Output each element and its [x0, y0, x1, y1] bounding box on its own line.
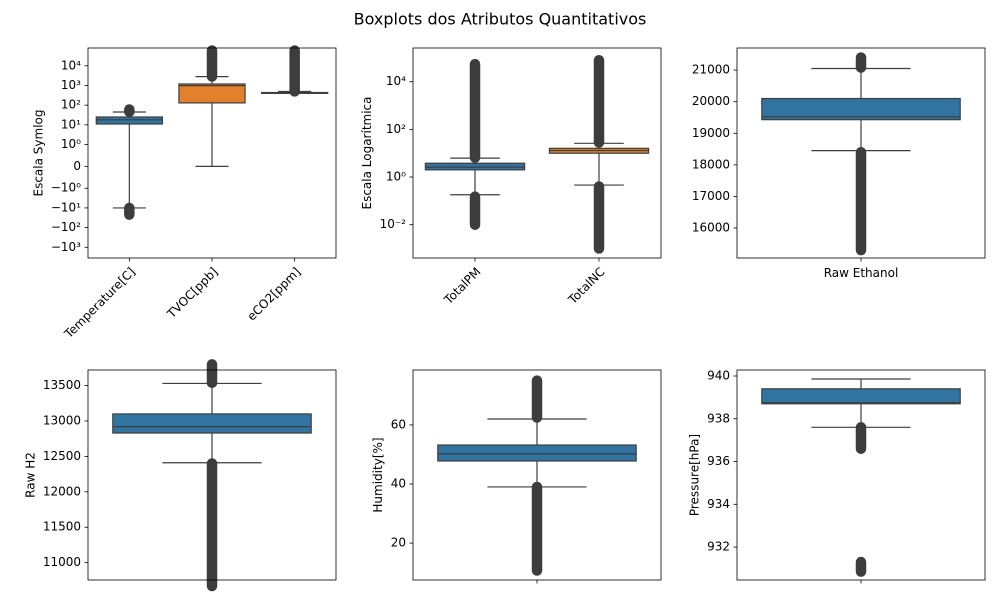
y-tick-label: 10¹ — [61, 117, 81, 131]
axes-frame — [412, 369, 662, 581]
outlier-range — [593, 54, 605, 148]
y-tick-label: 934 — [707, 497, 730, 511]
y-tick-label: 13000 — [43, 413, 81, 427]
y-tick-label: 10⁴ — [61, 58, 81, 72]
outlier-range — [206, 45, 218, 82]
y-tick-label: 12000 — [43, 484, 81, 498]
figure-title: Boxplots dos Atributos Quantitativos — [354, 10, 647, 29]
y-tick-label: 0 — [73, 159, 81, 173]
y-tick-label: 940 — [707, 368, 730, 382]
outlier-range — [469, 191, 481, 230]
axes-frame — [87, 47, 337, 259]
y-axis-label: Escala Symlog — [31, 110, 45, 197]
y-tick-label: 18000 — [692, 157, 730, 171]
y-axis-label: Raw H2 — [23, 452, 37, 498]
y-tick-label: 13500 — [43, 378, 81, 392]
box — [424, 162, 526, 171]
x-tick-label: Temperature[C] — [61, 265, 138, 342]
y-tick-label: 10⁻² — [380, 217, 407, 231]
x-tick-label: Raw Ethanol — [824, 266, 899, 280]
y-tick-label: 11500 — [43, 520, 81, 534]
y-tick-label: 932 — [707, 540, 730, 554]
y-tick-label: 11000 — [43, 555, 81, 569]
y-tick-label: 10² — [386, 122, 406, 136]
outlier-range — [289, 45, 300, 97]
y-tick-label: 10² — [61, 98, 81, 112]
y-tick-label: 10⁰ — [386, 170, 406, 184]
y-axis-label: Escala Logarítmica — [360, 96, 374, 209]
y-tick-label: 16000 — [692, 221, 730, 235]
y-tick-label: −10⁰ — [51, 181, 81, 195]
outlier-range — [531, 375, 543, 423]
axes-frame — [736, 47, 986, 259]
y-tick-label: −10² — [51, 220, 81, 234]
y-tick-label: 10⁴ — [386, 74, 406, 88]
y-tick-label: −10³ — [51, 240, 81, 254]
y-tick-label: 938 — [707, 411, 730, 425]
y-tick-label: 21000 — [692, 63, 730, 77]
outlier-range — [206, 458, 218, 592]
x-tick-label: TVOC[ppb] — [164, 265, 221, 322]
box — [95, 116, 164, 125]
x-tick-label: TotalPM — [441, 265, 484, 308]
y-tick-label: 10⁰ — [61, 137, 81, 151]
box — [437, 444, 637, 462]
outlier-range — [855, 556, 867, 577]
outlier-range — [531, 481, 543, 576]
outlier-range — [469, 58, 481, 163]
y-tick-label: 12500 — [43, 449, 81, 463]
y-tick-label: −10¹ — [51, 200, 81, 214]
x-tick-label: TotalNC — [565, 265, 608, 308]
y-tick-label: 20 — [391, 536, 406, 550]
outlier-range — [855, 146, 867, 256]
y-tick-label: 17000 — [692, 189, 730, 203]
y-tick-label: 936 — [707, 454, 730, 468]
box — [761, 388, 961, 405]
y-tick-label: 19000 — [692, 126, 730, 140]
axes-frame — [87, 369, 337, 581]
box — [761, 97, 961, 121]
y-tick-label: 40 — [391, 477, 406, 491]
x-tick-label: eCO2[ppm] — [244, 265, 303, 324]
box — [178, 83, 246, 104]
y-tick-label: 60 — [391, 417, 406, 431]
y-axis-label: Humidity[%] — [371, 437, 385, 512]
y-tick-label: 10³ — [61, 78, 81, 92]
axes-frame — [412, 47, 662, 259]
outlier-range — [593, 181, 605, 254]
axes-frame — [736, 369, 986, 581]
y-tick-label: 20000 — [692, 94, 730, 108]
y-axis-label: Pressure[hPa] — [688, 434, 702, 516]
box — [112, 413, 312, 434]
